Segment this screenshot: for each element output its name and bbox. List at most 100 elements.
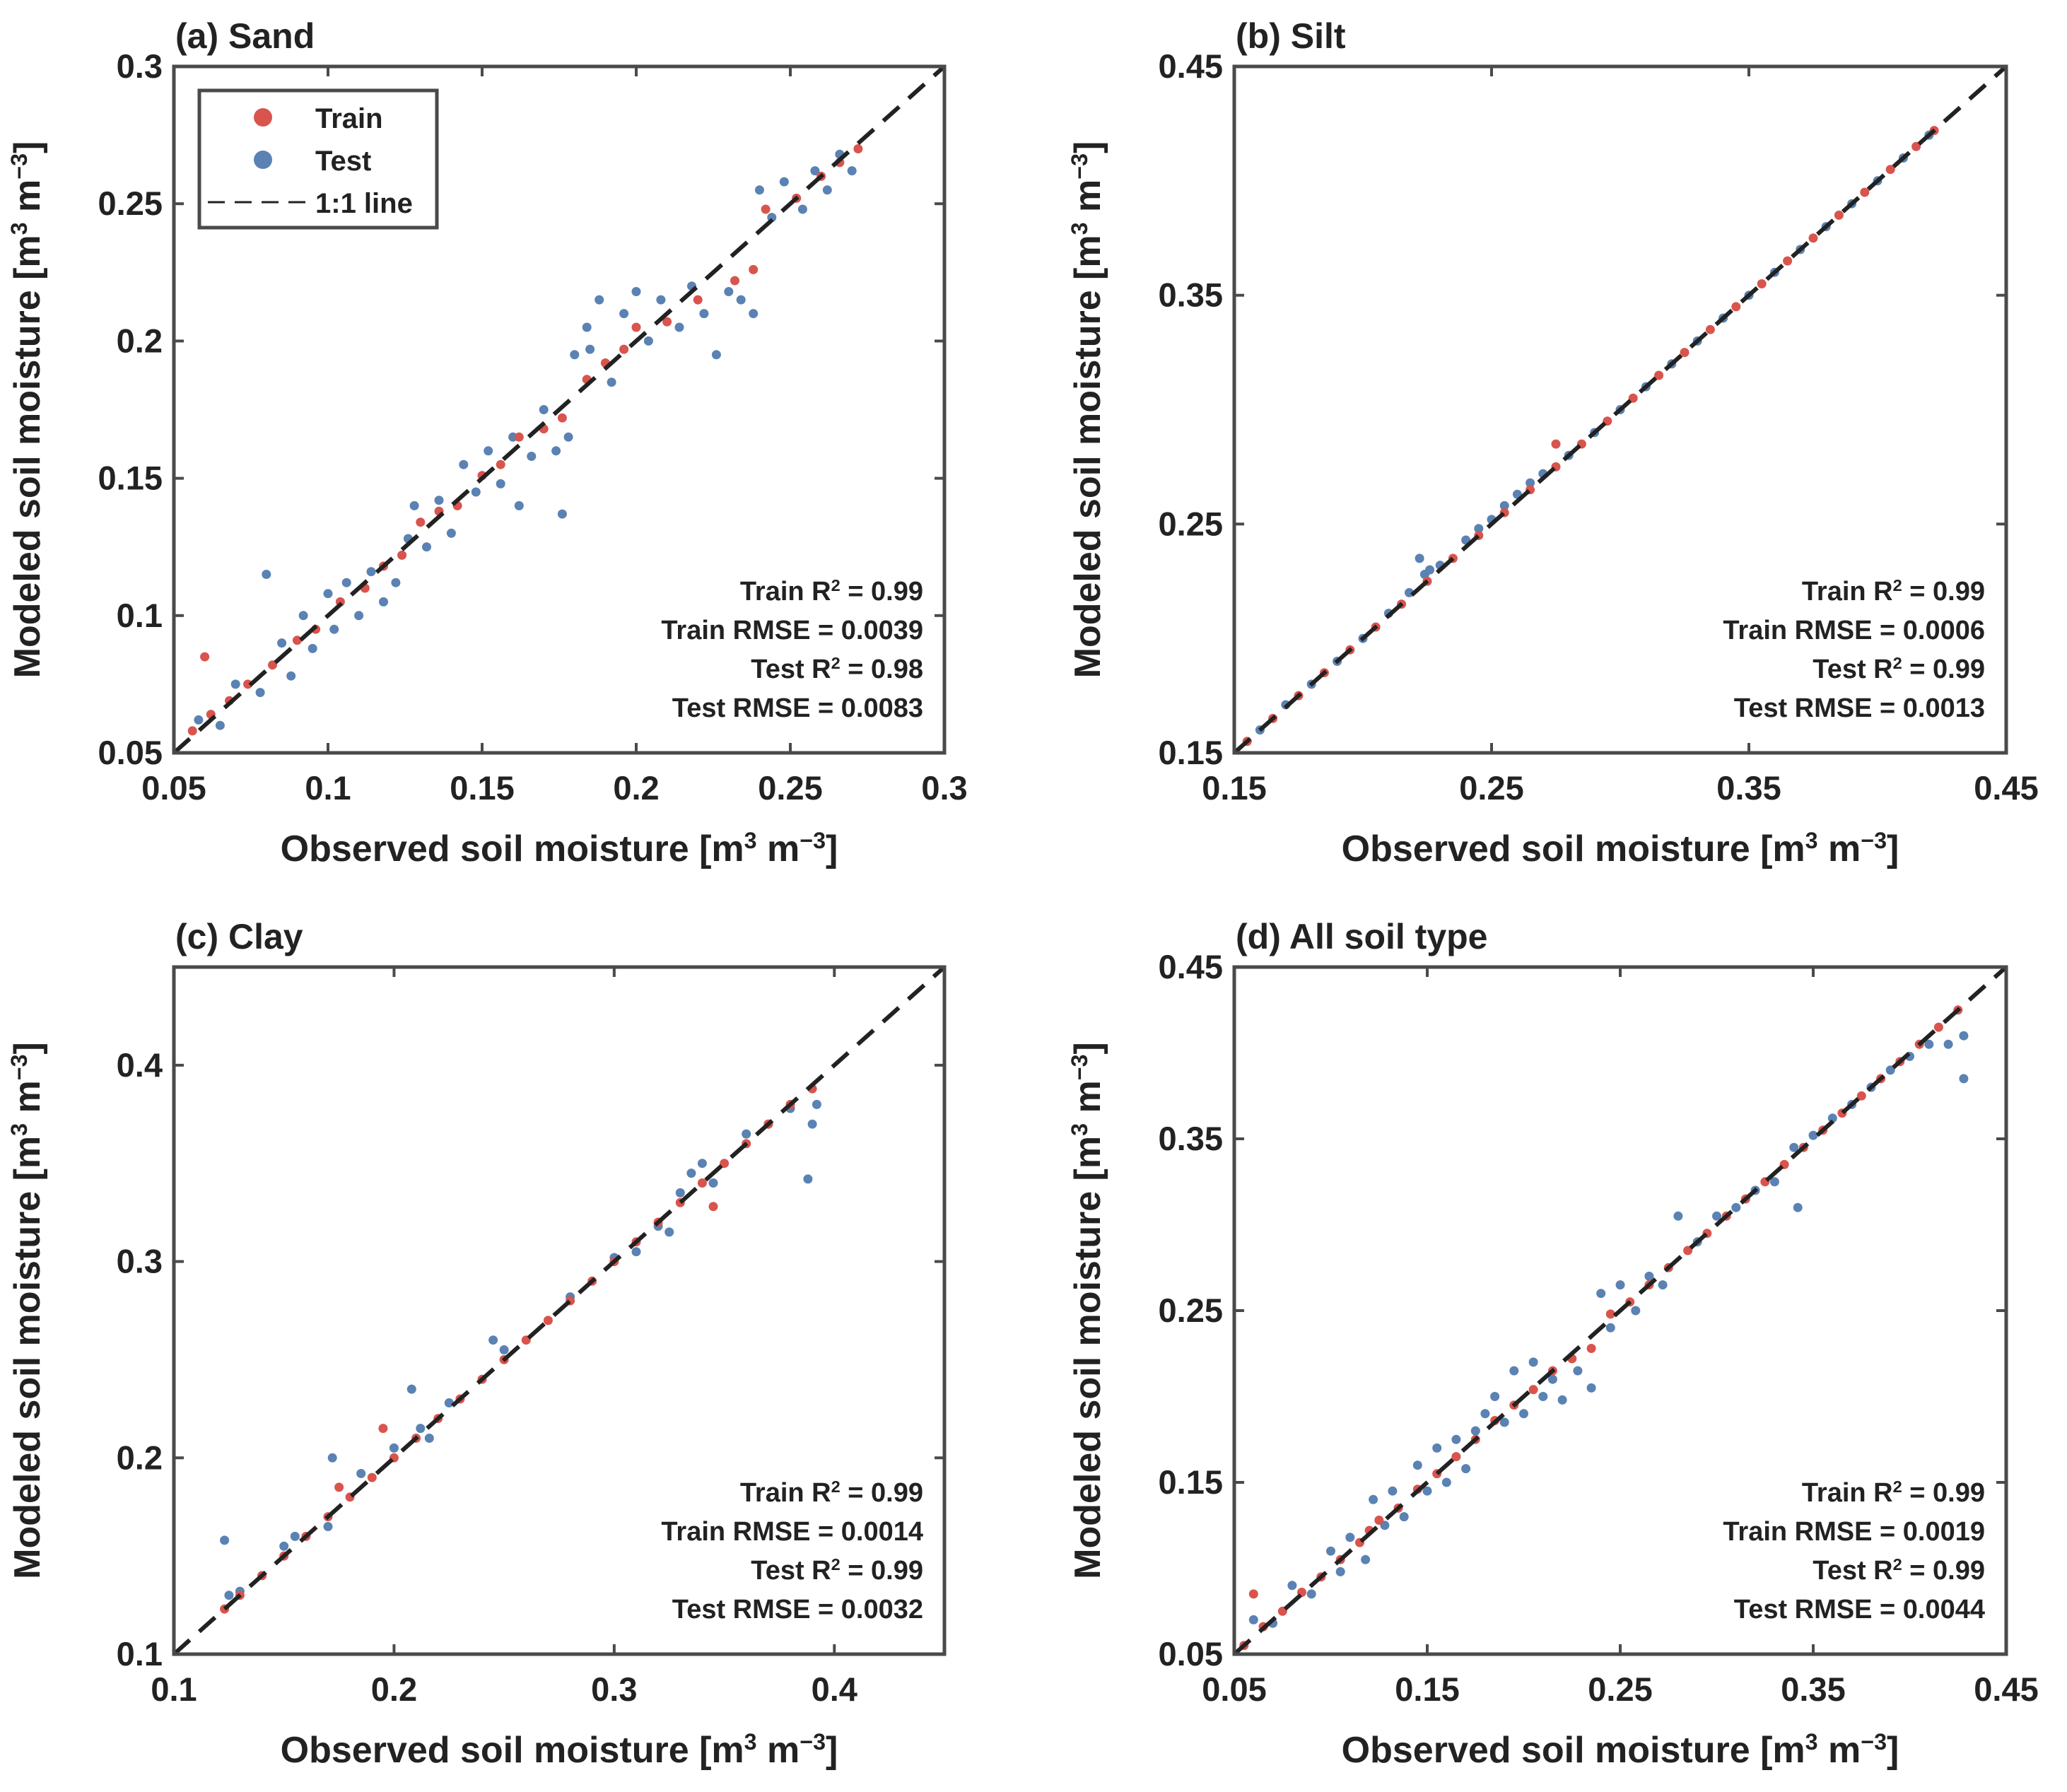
test-point xyxy=(262,570,271,579)
test-point xyxy=(434,496,444,505)
one-to-one-line xyxy=(1234,967,2006,1654)
test-point xyxy=(711,350,721,360)
x-tick-label: 0.05 xyxy=(141,769,206,807)
x-tick-label: 0.15 xyxy=(1202,769,1266,807)
test-point xyxy=(1287,1581,1297,1591)
train-point xyxy=(1860,187,1870,197)
test-point xyxy=(356,1469,366,1478)
test-point xyxy=(797,204,807,214)
x-tick-label: 0.3 xyxy=(921,769,967,807)
stat-text: Test RMSE = 0.0013 xyxy=(1734,693,1985,723)
train-point xyxy=(367,1472,377,1482)
test-point xyxy=(1461,1464,1471,1474)
y-tick-label: 0.3 xyxy=(117,1243,163,1280)
train-point xyxy=(243,679,253,689)
stat-text: Test R2 = 0.99 xyxy=(1813,654,1985,684)
train-point xyxy=(1654,370,1664,380)
test-point xyxy=(215,720,225,730)
test-point xyxy=(563,432,573,442)
test-point xyxy=(1425,565,1435,575)
test-point xyxy=(1827,1113,1837,1123)
train-point xyxy=(749,264,759,274)
train-point xyxy=(496,459,505,469)
test-point xyxy=(1441,1477,1451,1487)
train-point xyxy=(631,322,641,332)
train-point xyxy=(334,1482,344,1492)
test-point xyxy=(409,500,419,510)
test-point xyxy=(1399,1512,1409,1522)
x-tick-label: 0.15 xyxy=(1395,1670,1459,1708)
test-point xyxy=(224,1591,234,1600)
test-point xyxy=(323,1522,333,1531)
train-point xyxy=(378,1424,388,1434)
train-point xyxy=(416,517,426,527)
test-point xyxy=(527,452,537,461)
y-tick-label: 0.25 xyxy=(1159,1292,1223,1329)
test-point xyxy=(1470,1426,1480,1436)
test-point xyxy=(1885,1065,1895,1075)
y-tick-label: 0.4 xyxy=(117,1046,163,1084)
train-point xyxy=(514,432,524,442)
test-point xyxy=(557,509,567,519)
test-point xyxy=(444,1398,454,1407)
stat-text: Train RMSE = 0.0039 xyxy=(661,616,923,645)
test-point xyxy=(279,1541,289,1551)
test-point xyxy=(1631,1306,1641,1316)
test-point xyxy=(595,295,604,305)
train-point xyxy=(853,144,863,153)
test-point xyxy=(327,1453,337,1463)
x-axis-label: Observed soil moisture [m3 m−3] xyxy=(1342,1729,1899,1771)
test-point xyxy=(298,611,308,621)
test-point xyxy=(308,643,317,653)
train-point xyxy=(397,550,407,560)
test-point xyxy=(1959,1031,1969,1041)
test-point xyxy=(810,166,820,176)
train-point xyxy=(1705,324,1715,334)
test-point xyxy=(1769,1177,1779,1187)
y-tick-label: 0.15 xyxy=(98,459,163,497)
train-point xyxy=(1277,1606,1287,1616)
train-point xyxy=(1757,279,1767,288)
test-point xyxy=(1943,1039,1953,1049)
train-point xyxy=(1933,1022,1943,1032)
x-tick-label: 0.35 xyxy=(1781,1670,1845,1708)
y-tick-label: 0.15 xyxy=(1159,1463,1223,1501)
test-point xyxy=(812,1099,821,1109)
test-point xyxy=(194,715,204,725)
test-point xyxy=(1644,1271,1654,1281)
x-tick-label: 0.35 xyxy=(1716,769,1781,807)
train-point xyxy=(1374,1516,1384,1525)
test-point xyxy=(1499,1417,1509,1427)
test-point xyxy=(1509,1366,1519,1376)
x-axis-label: Observed soil moisture [m3 m−3] xyxy=(1342,828,1899,869)
test-point xyxy=(329,624,339,634)
test-point xyxy=(736,295,746,305)
y-tick-label: 0.45 xyxy=(1159,47,1223,85)
panel-title: (b) Silt xyxy=(1236,16,1346,56)
y-axis-label: Modeled soil moisture [m3 m−3] xyxy=(1067,141,1108,679)
test-point xyxy=(1388,1486,1398,1496)
test-point xyxy=(459,459,469,469)
train-point xyxy=(1834,210,1844,220)
train-point xyxy=(1528,1385,1538,1395)
train-point xyxy=(1911,141,1921,151)
stat-text: Test RMSE = 0.0032 xyxy=(672,1595,923,1624)
test-point xyxy=(323,589,333,599)
stat-text: Train RMSE = 0.0019 xyxy=(1723,1517,1985,1547)
test-point xyxy=(499,1345,509,1354)
test-point xyxy=(631,287,641,296)
panel-title: (a) Sand xyxy=(175,16,315,56)
y-tick-label: 0.25 xyxy=(98,185,163,222)
y-axis-label: Modeled soil moisture [m3 m−3] xyxy=(6,1042,48,1579)
test-point xyxy=(1528,1357,1538,1367)
test-point xyxy=(1658,1280,1668,1290)
test-point xyxy=(1432,1443,1442,1453)
legend-label: Test xyxy=(315,146,371,177)
y-axis-label: Modeled soil moisture [m3 m−3] xyxy=(6,141,48,679)
test-point xyxy=(822,185,832,195)
test-point xyxy=(255,688,265,698)
test-point xyxy=(1547,1374,1557,1384)
x-tick-label: 0.4 xyxy=(812,1670,857,1708)
test-point xyxy=(807,1119,817,1129)
test-point xyxy=(1573,1366,1583,1376)
